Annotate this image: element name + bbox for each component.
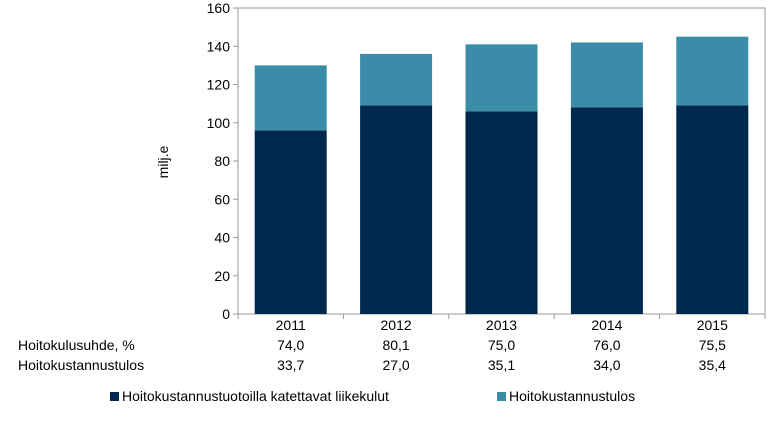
legend-label: Hoitokustannustulos bbox=[509, 388, 635, 404]
y-tick-label: 80 bbox=[214, 153, 230, 169]
bar-hoitokustannustulos-2014 bbox=[570, 42, 643, 108]
table-cell: 80,1 bbox=[382, 337, 409, 353]
bar-hoitokustannustulos-2013 bbox=[465, 44, 538, 112]
table-row-label: Hoitokulusuhde, % bbox=[18, 337, 135, 353]
y-tick-label: 60 bbox=[214, 191, 230, 207]
y-tick-label: 0 bbox=[222, 306, 230, 322]
table-cell: 35,1 bbox=[488, 357, 515, 373]
y-tick-label: 20 bbox=[214, 268, 230, 284]
y-tick-label: 160 bbox=[207, 0, 231, 16]
bar-liikekulut-2014 bbox=[570, 107, 643, 314]
x-tick-label: 2014 bbox=[591, 317, 622, 333]
y-axis-title: milj.e bbox=[155, 145, 171, 178]
x-tick-label: 2015 bbox=[697, 317, 728, 333]
y-tick-label: 40 bbox=[214, 230, 230, 246]
y-tick-label: 100 bbox=[207, 115, 231, 131]
y-tick-label: 140 bbox=[207, 38, 231, 54]
bar-liikekulut-2013 bbox=[465, 111, 538, 315]
legend: Hoitokustannustuotoilla katettavat liike… bbox=[110, 388, 635, 404]
table-cell: 34,0 bbox=[593, 357, 620, 373]
table-row-label: Hoitokustannustulos bbox=[18, 357, 144, 373]
bar-hoitokustannustulos-2015 bbox=[676, 36, 749, 106]
x-tick-label: 2012 bbox=[381, 317, 412, 333]
y-axis: 0 20 40 60 80 100 120 140 160 bbox=[207, 0, 238, 322]
x-tick-label: 2013 bbox=[486, 317, 517, 333]
bar-hoitokustannustulos-2011 bbox=[254, 65, 327, 131]
table-cell: 27,0 bbox=[382, 357, 409, 373]
table-cell: 74,0 bbox=[277, 337, 304, 353]
x-axis: 2011 2012 2013 2014 2015 bbox=[237, 314, 766, 333]
x-tick-label: 2011 bbox=[276, 317, 306, 333]
table-cell: 75,0 bbox=[488, 337, 515, 353]
bar-liikekulut-2011 bbox=[254, 130, 327, 314]
bar-liikekulut-2012 bbox=[360, 105, 433, 314]
table-cell: 35,4 bbox=[699, 357, 726, 373]
legend-label: Hoitokustannustuotoilla katettavat liike… bbox=[122, 388, 389, 404]
bars bbox=[254, 36, 749, 315]
table-cell: 75,5 bbox=[699, 337, 726, 353]
table-cell: 33,7 bbox=[277, 357, 304, 373]
legend-swatch bbox=[497, 392, 506, 401]
data-table: Hoitokulusuhde, % 74,0 80,1 75,0 76,0 75,5 Hoi… bbox=[18, 337, 726, 373]
bar-liikekulut-2015 bbox=[676, 105, 749, 314]
y-tick-label: 120 bbox=[207, 77, 231, 93]
legend-swatch bbox=[110, 392, 119, 401]
bar-hoitokustannustulos-2012 bbox=[360, 53, 433, 106]
table-cell: 76,0 bbox=[593, 337, 620, 353]
